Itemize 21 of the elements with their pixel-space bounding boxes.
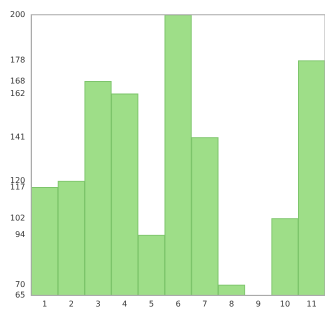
x-tick-label: 10 <box>280 299 290 308</box>
x-tick-label: 1 <box>42 299 48 308</box>
x-tick-label: 3 <box>95 299 101 308</box>
x-tick-label: 8 <box>228 299 234 308</box>
x-tick-label: 2 <box>68 299 74 308</box>
y-tick-label: 162 <box>10 88 26 98</box>
y-tick-label: 102 <box>10 214 26 223</box>
y-tick-label: 200 <box>10 10 26 19</box>
x-tick-label: 6 <box>176 299 181 308</box>
y-tick-label: 70 <box>15 280 26 290</box>
x-tick-label: 9 <box>256 299 261 308</box>
y-tick-label: 178 <box>10 56 26 65</box>
x-tick-label: 5 <box>148 299 154 308</box>
y-tick-label: 141 <box>10 132 26 142</box>
y-tick-label: 117 <box>10 182 26 192</box>
x-tick-label: 7 <box>202 299 208 308</box>
y-tick-label: 65 <box>15 290 26 300</box>
y-tick-label: 94 <box>15 230 26 240</box>
x-tick-label: 11 <box>306 299 317 308</box>
x-tick-label: 4 <box>122 299 128 308</box>
y-tick-label: 168 <box>10 76 26 86</box>
